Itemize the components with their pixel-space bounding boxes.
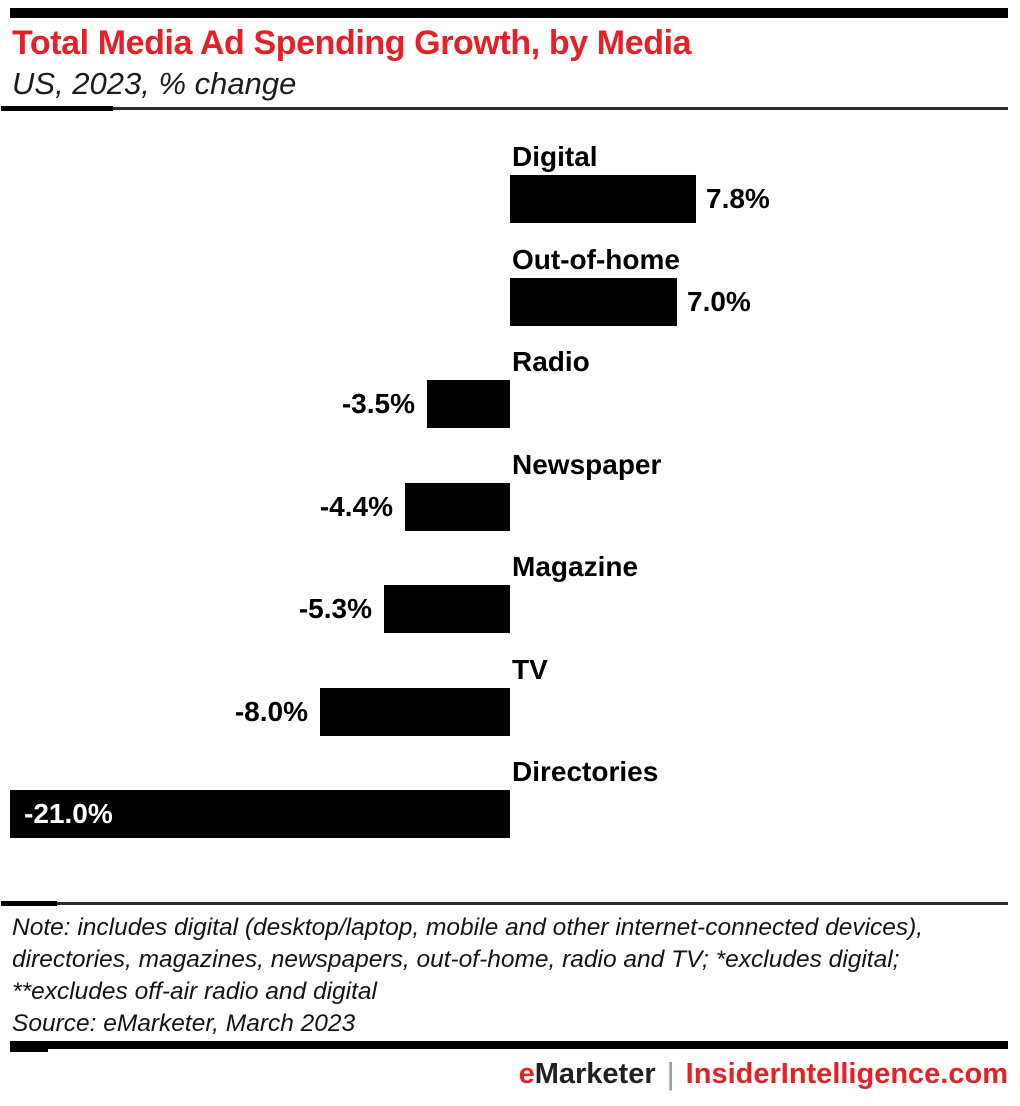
footnote: Note: includes digital (desktop/laptop, …: [12, 912, 1002, 1040]
footnote-line-1: Note: includes digital (desktop/laptop, …: [12, 914, 924, 941]
bar-digital: [510, 175, 696, 223]
footnote-divider-accent: [1, 901, 57, 906]
value-label-directories: -21.0%: [24, 798, 113, 829]
category-label-directories: Directories: [512, 756, 659, 787]
bar-magazine: [384, 585, 510, 633]
emarketer-logo-rest: Marketer: [534, 1058, 656, 1090]
category-label-tv: TV: [512, 654, 548, 685]
category-label-out-of-home: Out-of-home: [512, 244, 680, 275]
footnote-line-3: **excludes off-air radio and digital: [12, 978, 377, 1005]
value-label-magazine: -5.3%: [298, 593, 372, 624]
bar-directories: [10, 790, 510, 838]
bar-radio: [427, 380, 510, 428]
top-accent-bar: [10, 8, 1008, 18]
header-divider: [1, 106, 1008, 111]
insider-intelligence-link[interactable]: InsiderIntelligence.com: [685, 1058, 1008, 1090]
page-title: Total Media Ad Spending Growth, by Media: [12, 24, 692, 62]
bar-newspaper: [405, 483, 510, 531]
category-label-digital: Digital: [512, 141, 598, 172]
category-label-newspaper: Newspaper: [512, 449, 662, 480]
emarketer-logo: eMarketer: [519, 1058, 656, 1091]
footnote-divider: [1, 901, 1008, 906]
value-label-out-of-home: 7.0%: [687, 286, 751, 317]
footer-bar-notch: [10, 1049, 48, 1052]
emarketer-logo-initial: e: [518, 1058, 535, 1090]
category-label-magazine: Magazine: [512, 551, 639, 582]
category-label-radio: Radio: [512, 346, 590, 377]
value-label-radio: -3.5%: [341, 388, 415, 419]
value-label-digital: 7.8%: [706, 183, 770, 214]
source-line: Source: eMarketer, March 2023: [12, 1010, 356, 1037]
footer-bar: [10, 1041, 1008, 1052]
footer-brand-row: eMarketer | InsiderIntelligence.com: [519, 1055, 1008, 1091]
bar-out-of-home: [510, 278, 677, 326]
footer-separator: |: [666, 1056, 675, 1091]
chart-area: Digital 7.8% Out-of-home 7.0% Radio -3.5% News…: [10, 141, 770, 838]
bar-tv: [320, 688, 510, 736]
footnote-line-2: directories, magazines, newspapers, out-…: [12, 946, 900, 973]
page-subtitle: US, 2023, % change: [12, 66, 297, 101]
value-label-tv: -8.0%: [234, 696, 308, 727]
value-label-newspaper: -4.4%: [319, 491, 393, 522]
header-divider-accent: [1, 106, 113, 111]
